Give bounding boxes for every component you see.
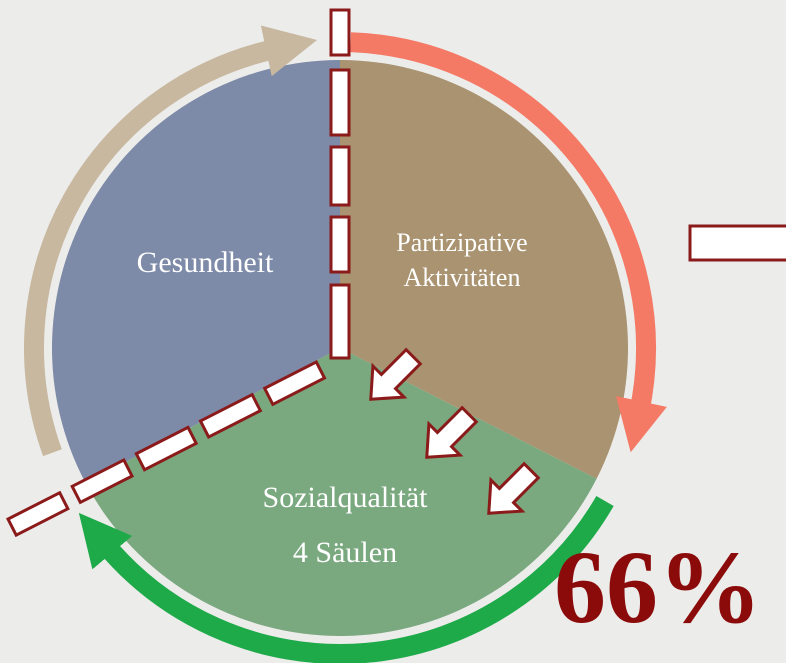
dash <box>329 68 351 137</box>
percentage: 66% <box>554 530 762 645</box>
segment-label: Gesundheit <box>137 246 274 279</box>
dash <box>262 359 327 407</box>
cycle-arrow <box>350 32 667 453</box>
dash <box>329 215 351 274</box>
segment-label: Partizipative <box>396 228 527 257</box>
box <box>688 224 786 262</box>
dash <box>329 283 351 360</box>
cycle-arrow <box>24 25 318 457</box>
pie <box>51 59 629 637</box>
dash <box>70 458 135 505</box>
dash <box>329 145 351 207</box>
cycle-arrows <box>24 25 667 663</box>
dash <box>134 425 199 472</box>
flow-arrows <box>369 347 541 515</box>
dash <box>6 490 70 538</box>
flow-arrow <box>425 405 479 459</box>
dash <box>198 392 263 440</box>
segment-label: Aktivitäten <box>404 263 521 292</box>
segment-label: 4 Säulen <box>293 536 397 569</box>
flow-arrow <box>369 347 423 401</box>
cycle-arrow <box>78 495 614 663</box>
dash <box>329 8 351 57</box>
dashed-divider <box>6 8 351 538</box>
pie-segment <box>51 59 340 484</box>
segment-label: Sozialqualität <box>263 481 429 514</box>
flow-arrow <box>487 461 541 515</box>
